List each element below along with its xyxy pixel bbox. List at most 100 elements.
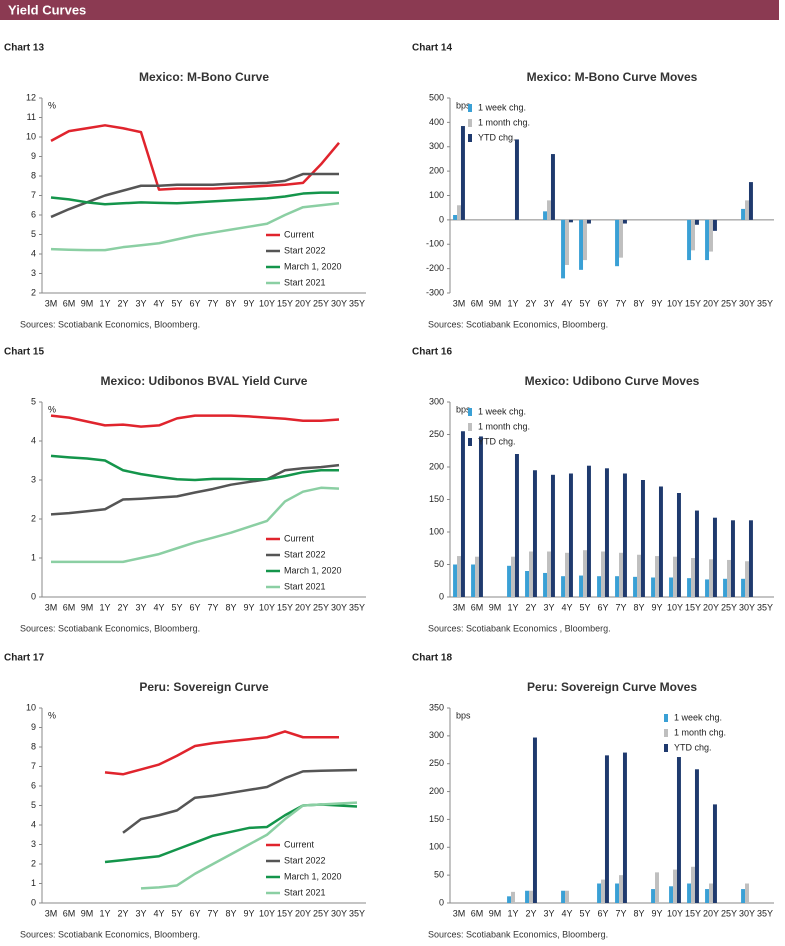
bar [669, 577, 674, 597]
bar [525, 890, 530, 903]
y-tick-label: 100 [429, 526, 444, 536]
y-tick-label: 8 [31, 170, 36, 180]
x-tick-label: 6M [471, 298, 484, 308]
bar [637, 554, 641, 597]
x-tick-label: 9M [489, 298, 502, 308]
sources: Sources: Scotiabank Economics, Bloomberg… [20, 929, 200, 939]
bar [741, 889, 746, 903]
x-tick-label: 3M [453, 602, 466, 612]
x-tick-label: 3Y [135, 908, 146, 918]
bar [460, 126, 465, 220]
x-tick-label: 2Y [525, 602, 536, 612]
x-tick-label: 9M [81, 908, 94, 918]
x-tick-label: 7Y [615, 602, 626, 612]
y-tick-label: 0 [439, 591, 444, 601]
bar [550, 154, 555, 220]
x-tick-label: 2Y [117, 298, 128, 308]
y-tick-label: 4 [31, 435, 36, 445]
bar [619, 875, 623, 903]
legend-swatch [468, 104, 472, 112]
x-tick-label: 10Y [259, 602, 275, 612]
y-tick-label: 3 [31, 268, 36, 278]
bar [507, 896, 512, 903]
y-tick-label: 1 [31, 878, 36, 888]
x-tick-label: 20Y [703, 298, 719, 308]
legend-label: Current [284, 533, 315, 543]
x-tick-label: 8Y [633, 602, 644, 612]
legend-label: YTD chg. [478, 436, 516, 446]
x-tick-label: 8Y [225, 908, 236, 918]
x-tick-label: 1Y [507, 908, 518, 918]
y-tick-label: 7 [31, 190, 36, 200]
x-tick-label: 25Y [313, 298, 329, 308]
y-tick-label: 3 [31, 474, 36, 484]
bar [586, 465, 591, 597]
bar [586, 219, 591, 224]
y-tick-label: -200 [426, 263, 444, 273]
y-tick-label: 9 [31, 722, 36, 732]
legend-label: 1 month chg. [674, 727, 726, 737]
y-tick-label: -300 [426, 287, 444, 297]
y-tick-label: 400 [429, 117, 444, 127]
legend-label: 1 month chg. [478, 421, 530, 431]
x-tick-label: 9M [489, 602, 502, 612]
bar [525, 571, 530, 597]
y-tick-label: 200 [429, 166, 444, 176]
x-tick-label: 30Y [331, 908, 347, 918]
bar [511, 556, 515, 597]
x-tick-label: 3Y [135, 602, 146, 612]
y-tick-label: 4 [31, 819, 36, 829]
y-tick-label: 300 [429, 730, 444, 740]
x-tick-label: 15Y [685, 298, 701, 308]
y-tick-label: 2 [31, 858, 36, 868]
y-tick-label: 250 [429, 429, 444, 439]
legend-label: Current [284, 229, 315, 239]
x-tick-label: 5Y [579, 298, 590, 308]
x-tick-label: 2Y [117, 602, 128, 612]
x-tick-label: 1Y [507, 298, 518, 308]
bar [622, 752, 627, 903]
x-tick-label: 1Y [507, 602, 518, 612]
bar [748, 182, 753, 220]
bar [478, 436, 483, 597]
y-tick-label: 300 [429, 396, 444, 406]
series-line [140, 801, 358, 890]
bar [640, 480, 645, 597]
bar [597, 576, 602, 597]
x-tick-label: 1Y [99, 602, 110, 612]
unit-label: bps [456, 404, 471, 414]
bar [601, 551, 605, 597]
y-tick-label: 10 [26, 702, 36, 712]
chart-label: Chart 18 [412, 653, 452, 664]
x-tick-label: 9Y [651, 908, 662, 918]
x-tick-label: 3Y [543, 602, 554, 612]
bar [741, 208, 746, 220]
x-tick-label: 10Y [259, 298, 275, 308]
y-tick-label: 0 [439, 214, 444, 224]
x-tick-label: 30Y [331, 298, 347, 308]
x-tick-label: 4Y [153, 908, 164, 918]
x-tick-label: 6M [471, 602, 484, 612]
bar [727, 559, 731, 597]
x-tick-label: 3M [45, 298, 58, 308]
bar [622, 219, 627, 224]
bar [723, 578, 728, 597]
sources: Sources: Scotiabank Economics, Bloomberg… [20, 319, 200, 329]
x-tick-label: 20Y [295, 298, 311, 308]
x-tick-label: 4Y [561, 298, 572, 308]
y-tick-label: 9 [31, 151, 36, 161]
bar [597, 883, 602, 903]
x-tick-label: 25Y [313, 908, 329, 918]
bar [676, 493, 681, 597]
y-tick-label: 0 [31, 897, 36, 907]
x-tick-label: 6M [63, 908, 76, 918]
x-tick-label: 5Y [171, 602, 182, 612]
bar [475, 556, 479, 597]
x-tick-label: 20Y [295, 908, 311, 918]
bar [547, 551, 551, 597]
legend-label: 1 week chg. [478, 102, 526, 112]
x-tick-label: 3Y [543, 908, 554, 918]
y-tick-label: 500 [429, 92, 444, 102]
bar [561, 576, 566, 597]
y-tick-label: 4 [31, 248, 36, 258]
